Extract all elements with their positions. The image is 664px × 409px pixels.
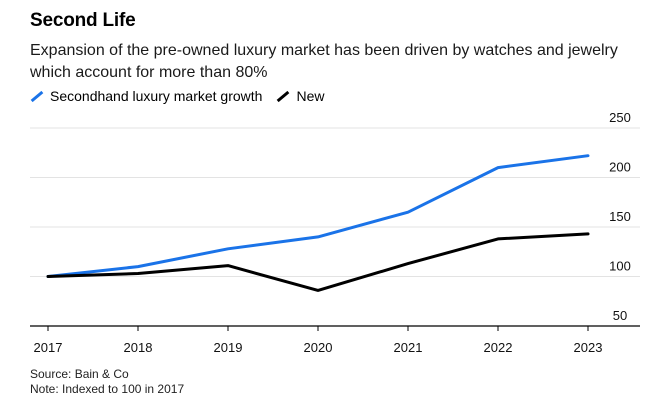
- legend: Secondhand luxury market growth New: [30, 88, 338, 104]
- series-line-secondhand: [46, 154, 590, 278]
- series-line-new: [46, 232, 590, 292]
- x-tick-label: 2021: [394, 340, 423, 355]
- x-tick-label: 2019: [214, 340, 243, 355]
- y-tick-label: 250: [609, 110, 631, 125]
- x-tick-label: 2022: [484, 340, 513, 355]
- legend-label-secondhand: Secondhand luxury market growth: [50, 88, 263, 104]
- x-tick-label: 2018: [124, 340, 153, 355]
- x-tick-label: 2020: [304, 340, 333, 355]
- y-tick-label: 50: [613, 308, 627, 323]
- index-note: Note: Indexed to 100 in 2017: [30, 382, 185, 396]
- legend-label-new: New: [296, 88, 325, 104]
- chart-subtitle: Expansion of the pre-owned luxury market…: [30, 42, 618, 81]
- y-tick-label: 100: [609, 259, 631, 274]
- x-tick-label: 2023: [574, 340, 603, 355]
- x-tick-label: 2017: [34, 340, 63, 355]
- source-note: Source: Bain & Co: [30, 367, 129, 381]
- chart-title: Second Life: [30, 10, 136, 31]
- y-tick-label: 150: [609, 209, 631, 224]
- y-tick-label: 200: [609, 160, 631, 175]
- legend-item-secondhand: Secondhand luxury market growth: [30, 88, 262, 104]
- legend-item-new: New: [276, 88, 324, 104]
